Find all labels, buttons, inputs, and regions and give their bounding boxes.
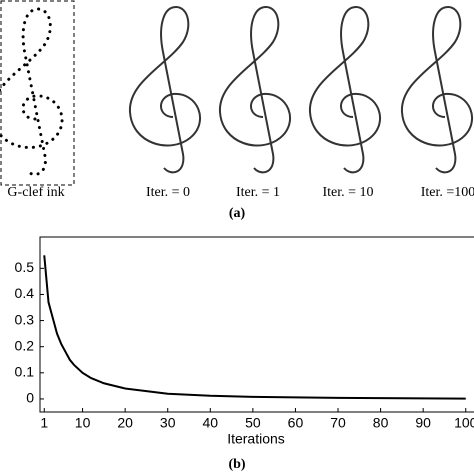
x-tick-label: 20 <box>117 415 133 431</box>
iter-label: Iter. = 10 <box>322 185 373 200</box>
x-tick-label: 1 <box>40 415 48 431</box>
x-tick-label: 10 <box>75 415 91 431</box>
x-tick-label: 60 <box>288 415 304 431</box>
clef-drawings <box>128 6 474 174</box>
dotted-clef <box>0 7 64 176</box>
ink-caption: G-clef ink <box>7 185 64 200</box>
x-tick-label: 50 <box>245 415 261 431</box>
x-tick-label: 100 <box>454 415 474 431</box>
panel-label: (b) <box>228 457 245 472</box>
y-tick-label: 0.5 <box>15 259 35 275</box>
x-tick-label: 80 <box>373 415 389 431</box>
y-tick-label: 0 <box>26 390 34 406</box>
iter-label: Iter. = 0 <box>146 185 190 200</box>
y-tick-label: 0.3 <box>15 311 35 327</box>
y-tick-label: 0.4 <box>15 285 35 301</box>
x-tick-label: 40 <box>203 415 219 431</box>
x-tick-label: 30 <box>160 415 176 431</box>
x-tick-label: 90 <box>415 415 431 431</box>
iter-label: Iter. =100 <box>421 185 474 200</box>
plot-frame <box>39 236 474 413</box>
x-tick-label: 70 <box>330 415 346 431</box>
y-tick-label: 0.2 <box>15 337 35 353</box>
line <box>43 255 466 400</box>
ink-box <box>0 0 75 186</box>
panel-label: (a) <box>229 206 246 221</box>
x-axis-label: Iterations <box>227 431 285 447</box>
y-tick-label: 0.1 <box>15 364 35 380</box>
iter-label: Iter. = 1 <box>236 185 280 200</box>
